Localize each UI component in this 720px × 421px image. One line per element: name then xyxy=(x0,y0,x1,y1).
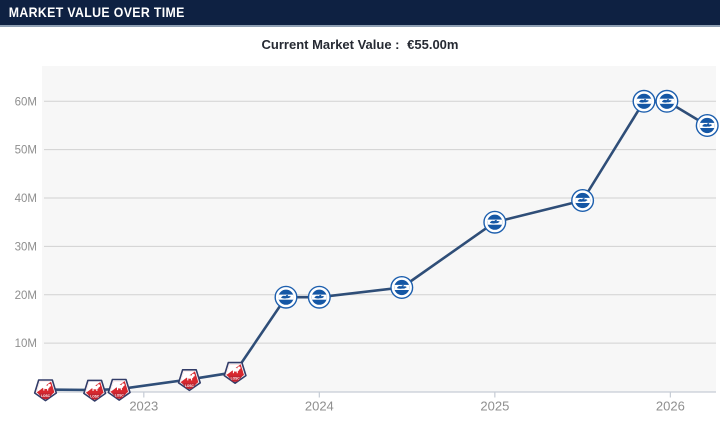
data-point-lille-crest[interactable] xyxy=(33,379,58,402)
panel-header: MARKET VALUE OVER TIME xyxy=(0,0,720,27)
data-point-brighton-crest[interactable] xyxy=(309,286,331,308)
data-point-brighton-crest[interactable] xyxy=(391,277,413,299)
current-market-value: Current Market Value : €55.00m xyxy=(0,37,720,52)
y-axis-label: 50M xyxy=(15,145,37,157)
data-point-brighton-crest[interactable] xyxy=(656,91,678,113)
x-axis-label: 2025 xyxy=(480,399,509,414)
data-point-brighton-crest[interactable] xyxy=(633,91,655,113)
y-axis-label: 60M xyxy=(15,96,37,108)
data-point-brighton-crest[interactable] xyxy=(572,190,594,212)
data-point-lille-crest[interactable] xyxy=(107,378,131,401)
page-title: MARKET VALUE OVER TIME xyxy=(8,4,185,20)
x-axis-label: 2026 xyxy=(656,399,685,414)
data-point-brighton-crest[interactable] xyxy=(484,211,506,233)
y-axis-label: 30M xyxy=(15,241,37,253)
current-market-value-label: Current Market Value : xyxy=(261,37,400,52)
x-axis-label: 2023 xyxy=(129,399,158,414)
data-point-brighton-crest[interactable] xyxy=(275,286,297,308)
data-point-brighton-crest[interactable] xyxy=(696,115,718,137)
y-axis-label: 10M xyxy=(15,338,37,350)
plot-area xyxy=(42,66,716,392)
x-axis-label: 2024 xyxy=(305,399,334,414)
y-axis-label: 20M xyxy=(15,290,37,302)
data-point-lille-crest[interactable] xyxy=(83,379,107,402)
y-axis-label: 40M xyxy=(15,193,37,205)
current-market-value-amount: €55.00m xyxy=(407,37,459,52)
